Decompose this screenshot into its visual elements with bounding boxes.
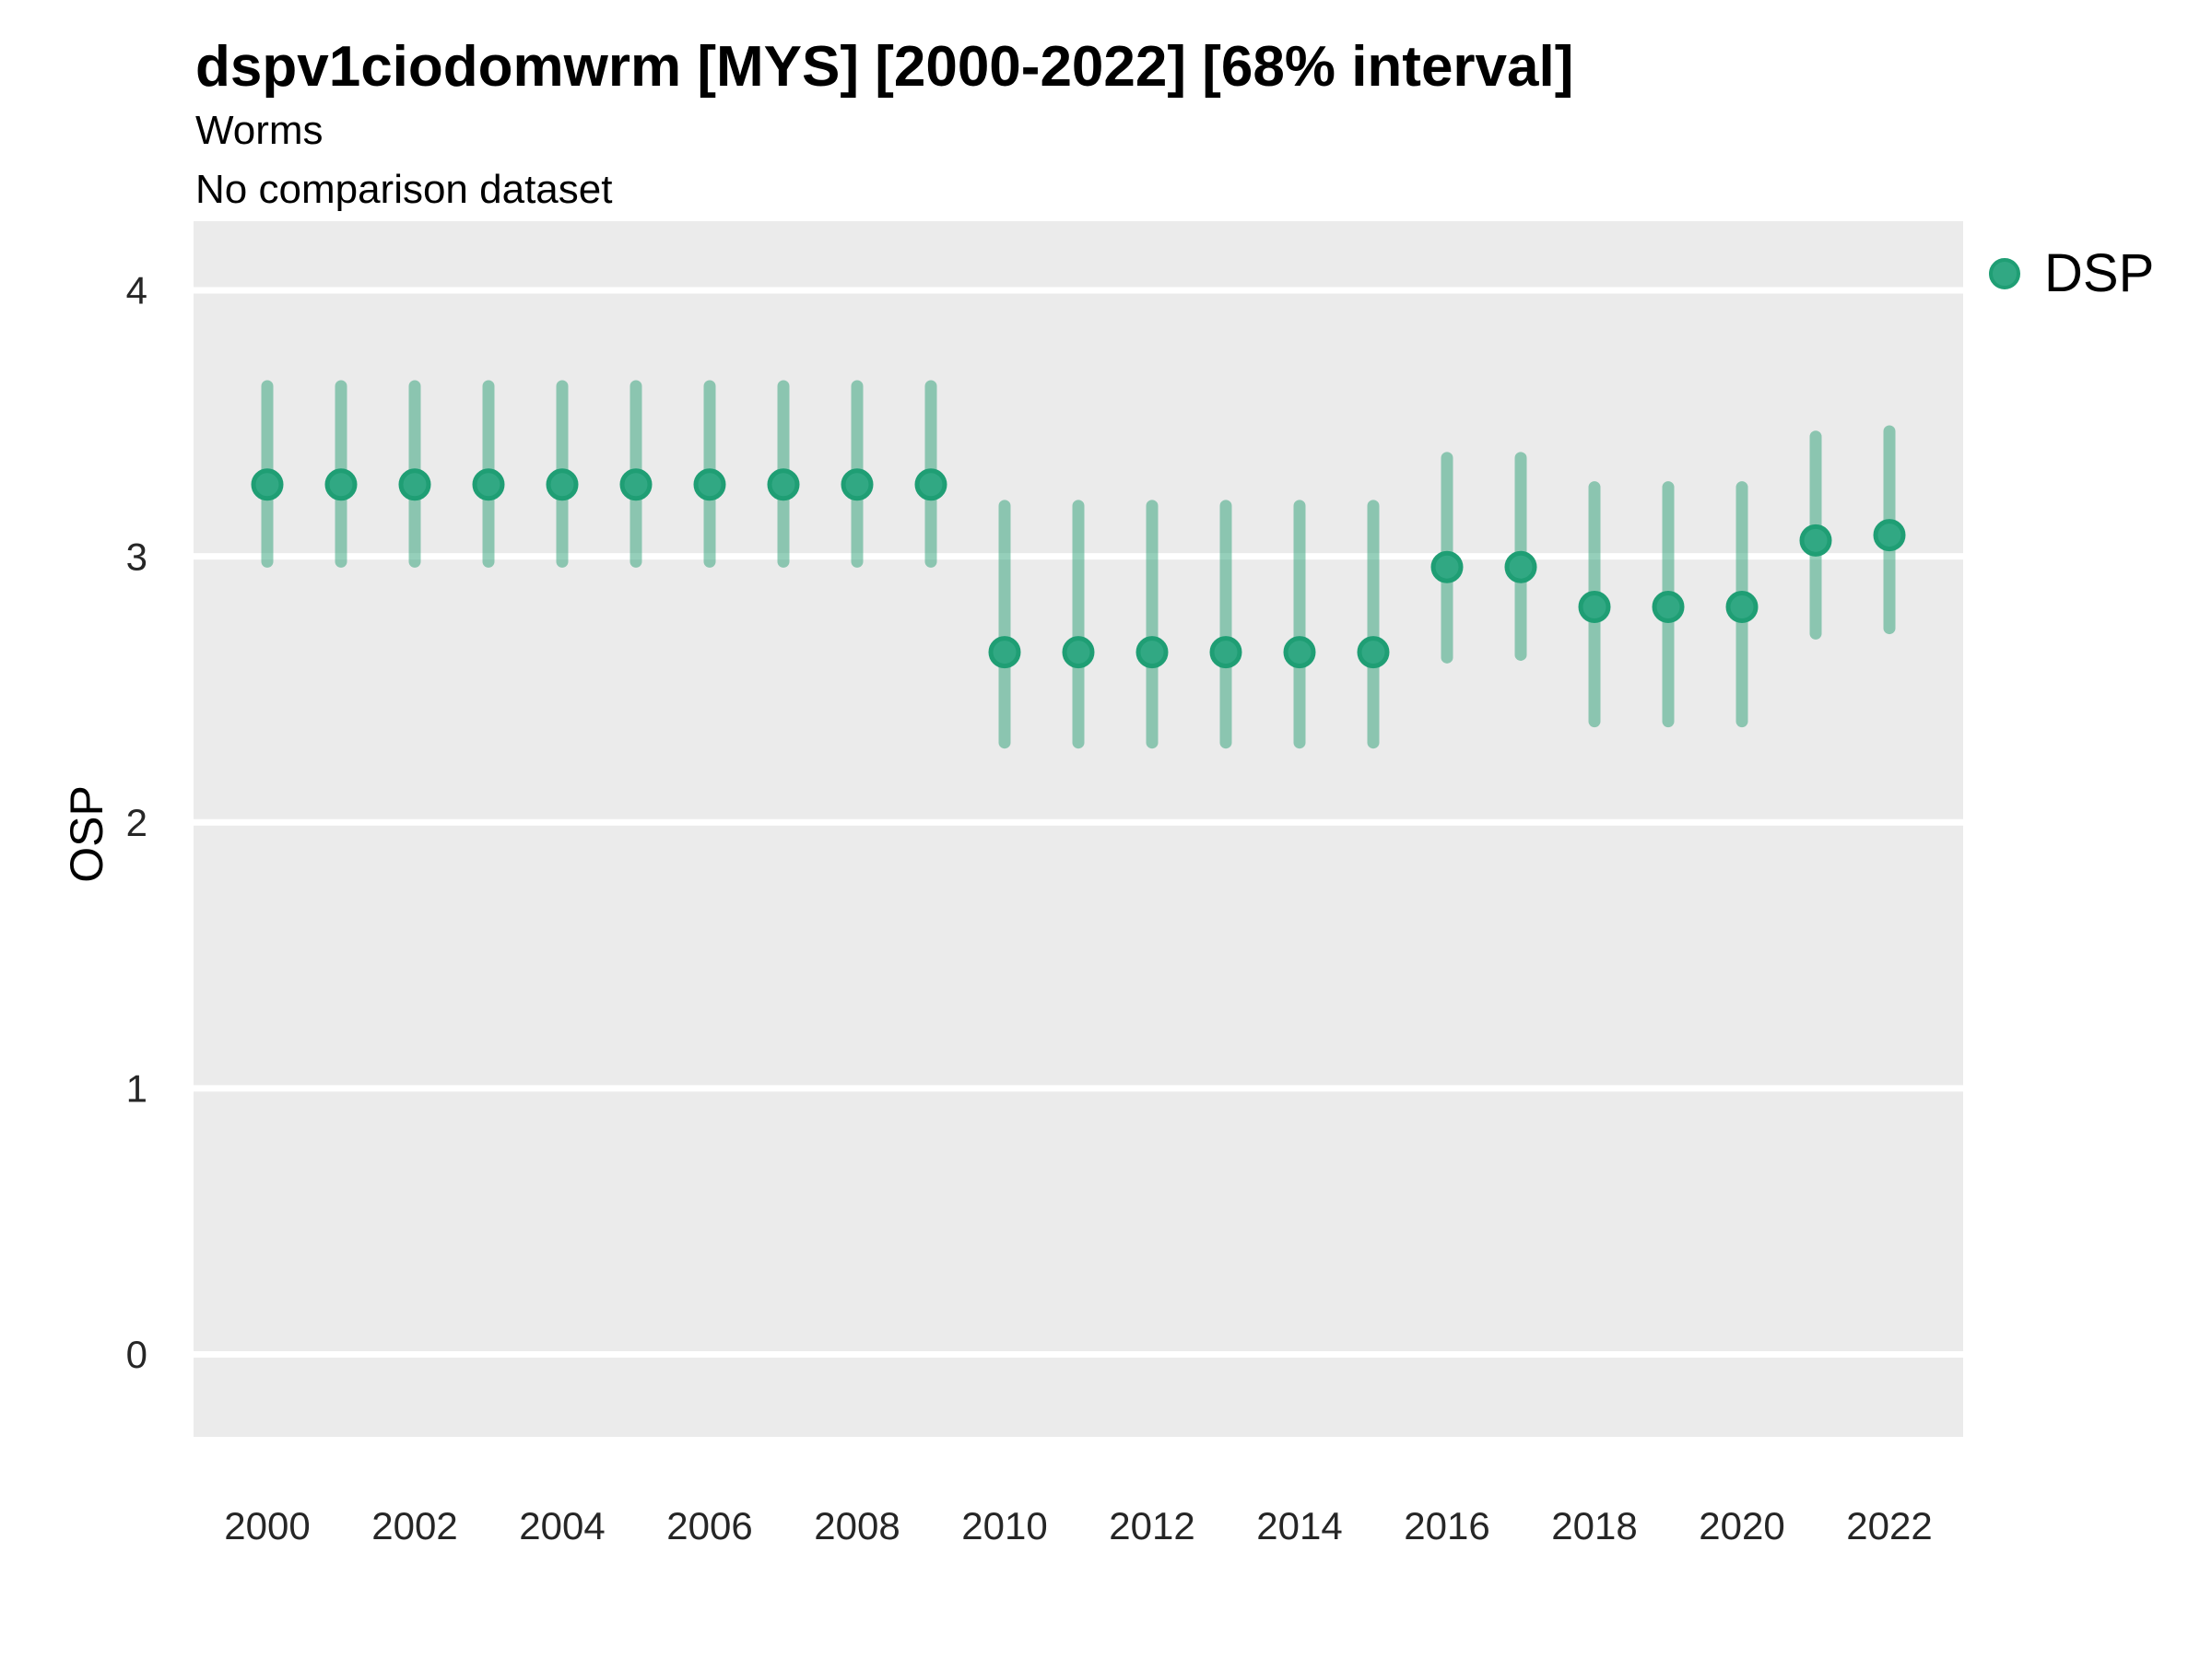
y-tick-label-0: 0 — [126, 1333, 147, 1376]
data-point-2017 — [1504, 550, 1537, 583]
x-tick-label-2002: 2002 — [371, 1504, 457, 1547]
data-point-2009 — [914, 468, 947, 501]
data-point-2014 — [1283, 636, 1316, 669]
data-point-2006 — [693, 468, 726, 501]
x-tick-label-2014: 2014 — [1256, 1504, 1342, 1547]
chart-subtitle: Worms — [195, 108, 324, 153]
y-tick-label-2: 2 — [126, 801, 147, 844]
legend-label: DSP — [2044, 243, 2155, 303]
x-tick-label-2016: 2016 — [1404, 1504, 1489, 1547]
plot-panel — [194, 221, 1963, 1437]
data-point-2022 — [1873, 519, 1906, 552]
x-tick-label-2006: 2006 — [666, 1504, 752, 1547]
data-point-2016 — [1430, 550, 1464, 583]
data-point-2018 — [1578, 591, 1611, 624]
data-point-2011 — [1062, 636, 1095, 669]
data-point-2001 — [324, 468, 358, 501]
data-point-2007 — [767, 468, 800, 501]
x-tick-label-2020: 2020 — [1699, 1504, 1784, 1547]
data-point-2004 — [546, 468, 579, 501]
x-tick-label-2012: 2012 — [1109, 1504, 1194, 1547]
data-point-2002 — [398, 468, 431, 501]
data-point-2008 — [841, 468, 874, 501]
legend-marker-dot — [1989, 258, 2020, 289]
data-point-2015 — [1357, 636, 1390, 669]
legend: DSP — [1989, 247, 2154, 300]
y-tick-label-3: 3 — [126, 535, 147, 578]
comparison-note: No comparison dataset — [195, 167, 613, 212]
y-tick-label-1: 1 — [126, 1067, 147, 1111]
x-tick-label-2004: 2004 — [519, 1504, 605, 1547]
data-point-2019 — [1652, 591, 1685, 624]
x-tick-label-2000: 2000 — [224, 1504, 310, 1547]
x-tick-label-2022: 2022 — [1846, 1504, 1932, 1547]
y-tick-label-4: 4 — [126, 269, 147, 312]
x-tick-label-2010: 2010 — [961, 1504, 1047, 1547]
data-point-2020 — [1725, 591, 1759, 624]
data-point-2012 — [1135, 636, 1169, 669]
data-point-2003 — [472, 468, 505, 501]
chart-title: dspv1ciodomwrm [MYS] [2000-2022] [68% in… — [195, 35, 1574, 99]
data-point-2021 — [1799, 524, 1832, 557]
data-point-2010 — [988, 636, 1021, 669]
data-point-2000 — [251, 468, 284, 501]
x-tick-label-2018: 2018 — [1551, 1504, 1637, 1547]
data-point-2013 — [1209, 636, 1242, 669]
x-tick-label-2008: 2008 — [814, 1504, 900, 1547]
data-point-2005 — [619, 468, 653, 501]
